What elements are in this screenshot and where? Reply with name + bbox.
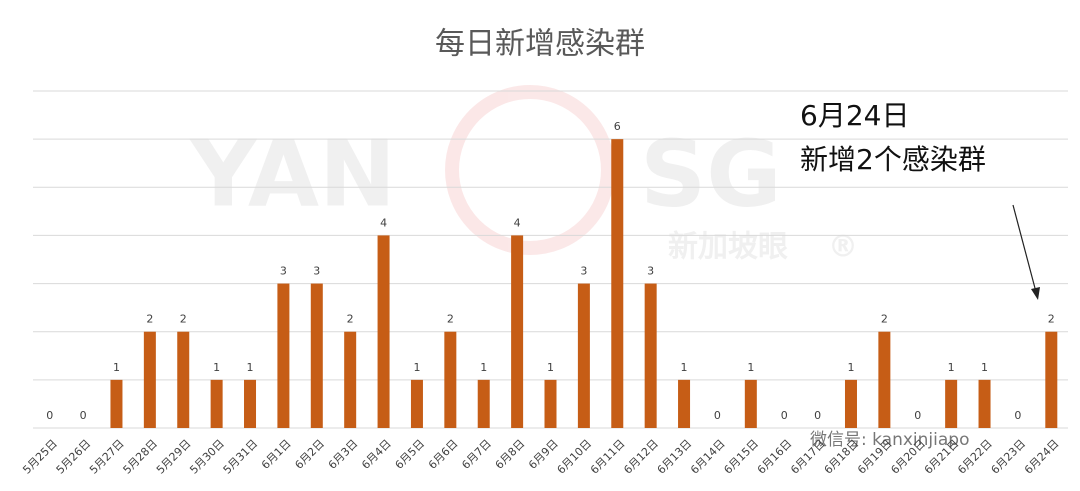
data-label: 1 <box>948 361 955 374</box>
bar <box>844 379 857 428</box>
bar <box>611 139 624 428</box>
data-label: 4 <box>514 216 521 229</box>
data-label: 2 <box>146 313 153 326</box>
data-label: 1 <box>547 361 554 374</box>
bar <box>210 379 223 428</box>
data-label: 2 <box>881 313 888 326</box>
annotation: 新增2个感染群 <box>800 143 986 176</box>
data-label: 3 <box>647 265 654 278</box>
bar <box>444 331 457 428</box>
bar <box>344 331 357 428</box>
bar <box>477 379 490 428</box>
data-label: 3 <box>313 265 320 278</box>
data-label: 0 <box>714 409 721 422</box>
bar <box>277 283 290 428</box>
data-label: 2 <box>180 313 187 326</box>
bar <box>744 379 757 428</box>
data-label: 1 <box>981 361 988 374</box>
bar <box>1045 331 1058 428</box>
data-label: 1 <box>681 361 688 374</box>
data-label: 1 <box>480 361 487 374</box>
data-label: 0 <box>46 409 53 422</box>
data-label: 2 <box>447 313 454 326</box>
bar <box>945 379 958 428</box>
data-label: 1 <box>113 361 120 374</box>
watermark-wechat: 微信号: kanxinjiapo <box>810 430 969 450</box>
data-label: 2 <box>1048 313 1055 326</box>
data-label: 1 <box>847 361 854 374</box>
bar <box>410 379 423 428</box>
data-label: 6 <box>614 120 621 133</box>
data-label: 0 <box>814 409 821 422</box>
watermark-ring <box>445 85 615 255</box>
watermark-text: 新加坡眼 <box>668 230 788 265</box>
bar <box>978 379 991 428</box>
data-label: 0 <box>1014 409 1021 422</box>
bar <box>577 283 590 428</box>
annotation-arrow <box>1012 204 1037 293</box>
chart-title: 每日新增感染群 <box>435 27 645 62</box>
bar <box>644 283 657 428</box>
bar <box>177 331 190 428</box>
data-label: 3 <box>580 265 587 278</box>
data-label: 0 <box>781 409 788 422</box>
bar <box>377 235 390 428</box>
watermark-text: ® <box>828 230 858 265</box>
bar <box>678 379 691 428</box>
data-label: 0 <box>914 409 921 422</box>
annotation: 6月24日 <box>800 99 909 132</box>
data-label: 4 <box>380 216 387 229</box>
bar <box>143 331 156 428</box>
bar <box>878 331 891 428</box>
watermark-text: SG <box>640 120 782 227</box>
data-label: 1 <box>247 361 254 374</box>
bar <box>110 379 123 428</box>
data-label: 2 <box>347 313 354 326</box>
data-label: 1 <box>213 361 220 374</box>
annotation-arrowhead <box>1031 287 1040 300</box>
bar <box>244 379 257 428</box>
bar <box>511 235 524 428</box>
data-label: 1 <box>747 361 754 374</box>
data-label: 1 <box>413 361 420 374</box>
data-label: 3 <box>280 265 287 278</box>
data-label: 0 <box>80 409 87 422</box>
watermark-text: YAN <box>189 120 396 227</box>
bar <box>310 283 323 428</box>
bar <box>544 379 557 428</box>
